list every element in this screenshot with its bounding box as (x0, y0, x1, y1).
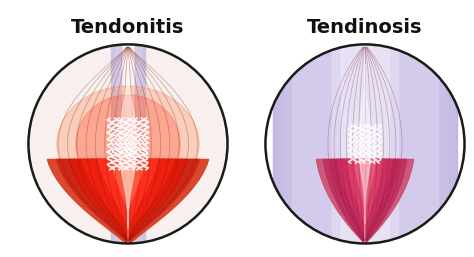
Polygon shape (332, 32, 398, 243)
Polygon shape (292, 32, 438, 243)
Polygon shape (273, 32, 457, 243)
Polygon shape (135, 32, 145, 243)
Text: Tendonitis: Tendonitis (71, 18, 185, 37)
Polygon shape (317, 159, 413, 257)
Ellipse shape (28, 44, 228, 243)
Polygon shape (99, 159, 157, 257)
Polygon shape (115, 32, 120, 243)
Polygon shape (347, 159, 383, 257)
Polygon shape (359, 159, 371, 257)
Polygon shape (284, 32, 446, 243)
Ellipse shape (57, 86, 199, 202)
Ellipse shape (76, 95, 180, 193)
Polygon shape (136, 32, 141, 243)
Polygon shape (323, 159, 407, 257)
Polygon shape (47, 159, 209, 257)
Polygon shape (82, 159, 173, 257)
Polygon shape (57, 159, 199, 257)
Polygon shape (110, 159, 146, 257)
Polygon shape (341, 32, 389, 243)
Polygon shape (359, 64, 371, 224)
Polygon shape (119, 59, 137, 228)
Text: Tendinosis: Tendinosis (307, 18, 423, 37)
Polygon shape (120, 159, 136, 257)
Polygon shape (111, 32, 121, 243)
Polygon shape (330, 159, 400, 257)
Polygon shape (338, 159, 392, 257)
Polygon shape (354, 159, 376, 257)
Polygon shape (68, 159, 188, 257)
Ellipse shape (265, 44, 465, 243)
